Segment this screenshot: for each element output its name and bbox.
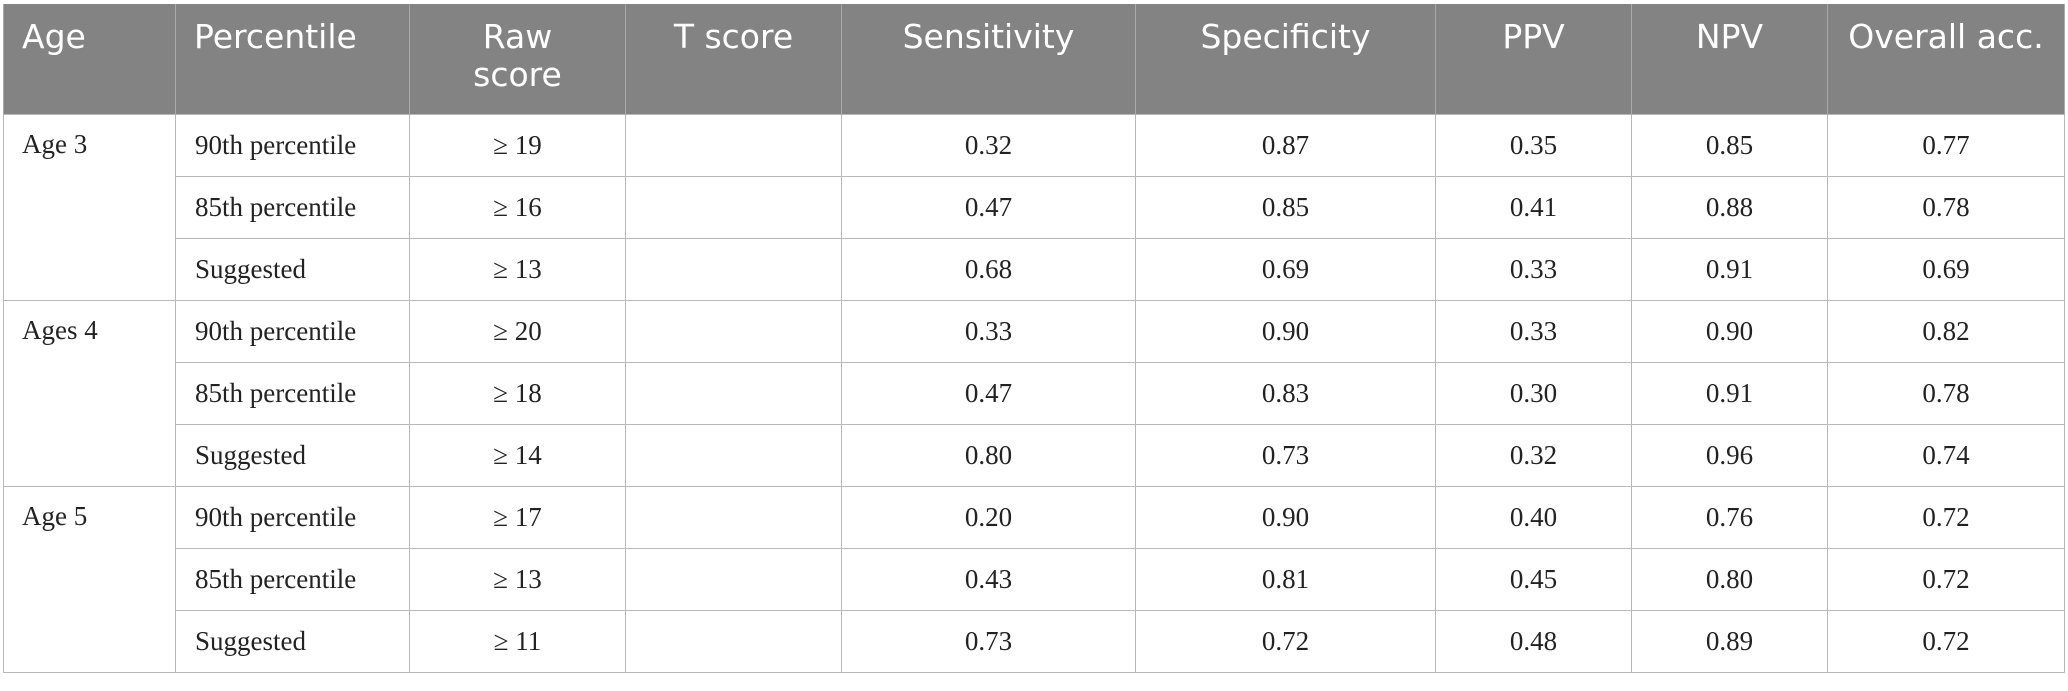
npv-cell: 0.89 <box>1631 609 1828 673</box>
raw-score-cell: ≥ 16 <box>409 175 626 239</box>
percentile-cell: 85th percentile <box>175 175 410 239</box>
age-group-cell: Age 5 <box>3 485 176 673</box>
ppv-cell: 0.33 <box>1435 299 1632 363</box>
t-score-cell <box>625 175 842 239</box>
npv-cell: 0.96 <box>1631 423 1828 487</box>
sensitivity-cell: 0.20 <box>841 485 1136 549</box>
specificity-cell: 0.72 <box>1135 609 1436 673</box>
npv-cell: 0.91 <box>1631 361 1828 425</box>
specificity-cell: 0.85 <box>1135 175 1436 239</box>
overall-acc-cell: 0.77 <box>1827 113 2065 177</box>
raw-score-cell: ≥ 18 <box>409 361 626 425</box>
specificity-cell: 0.81 <box>1135 547 1436 611</box>
ppv-cell: 0.33 <box>1435 237 1632 301</box>
raw-score-cell: ≥ 17 <box>409 485 626 549</box>
header-npv: NPV <box>1631 4 1828 114</box>
header-percentile: Percentile <box>175 4 410 114</box>
ppv-cell: 0.35 <box>1435 113 1632 177</box>
sensitivity-cell: 0.43 <box>841 547 1136 611</box>
npv-cell: 0.88 <box>1631 175 1828 239</box>
percentile-cell: 90th percentile <box>175 485 410 549</box>
header-specificity: Specificity <box>1135 4 1436 114</box>
percentile-cell: Suggested <box>175 609 410 673</box>
overall-acc-cell: 0.74 <box>1827 423 2065 487</box>
overall-acc-cell: 0.82 <box>1827 299 2065 363</box>
t-score-cell <box>625 237 842 301</box>
age-group-cell: Ages 4 <box>3 299 176 487</box>
table-header: Age Percentile Raw score T score Sensiti… <box>3 4 2065 114</box>
ppv-cell: 0.30 <box>1435 361 1632 425</box>
raw-score-cell: ≥ 19 <box>409 113 626 177</box>
npv-cell: 0.76 <box>1631 485 1828 549</box>
header-t-score: T score <box>625 4 842 114</box>
percentile-cell: 85th percentile <box>175 547 410 611</box>
table-row: Suggested ≥ 13 0.68 0.69 0.33 0.91 0.69 <box>4 237 2065 301</box>
sensitivity-cell: 0.80 <box>841 423 1136 487</box>
ppv-cell: 0.48 <box>1435 609 1632 673</box>
overall-acc-cell: 0.69 <box>1827 237 2065 301</box>
age-group-cell: Age 3 <box>3 113 176 301</box>
header-age: Age <box>3 4 176 114</box>
specificity-cell: 0.90 <box>1135 485 1436 549</box>
raw-score-cell: ≥ 20 <box>409 299 626 363</box>
overall-acc-cell: 0.72 <box>1827 609 2065 673</box>
npv-cell: 0.91 <box>1631 237 1828 301</box>
t-score-cell <box>625 361 842 425</box>
t-score-cell <box>625 609 842 673</box>
header-sensitivity: Sensitivity <box>841 4 1136 114</box>
table-row: Suggested ≥ 11 0.73 0.72 0.48 0.89 0.72 <box>4 609 2065 673</box>
raw-score-cell: ≥ 13 <box>409 237 626 301</box>
npv-cell: 0.85 <box>1631 113 1828 177</box>
t-score-cell <box>625 113 842 177</box>
t-score-cell <box>625 485 842 549</box>
header-row: Age Percentile Raw score T score Sensiti… <box>3 4 2065 114</box>
table-row: 85th percentile ≥ 18 0.47 0.83 0.30 0.91… <box>4 361 2065 425</box>
npv-cell: 0.80 <box>1631 547 1828 611</box>
raw-score-cell: ≥ 13 <box>409 547 626 611</box>
percentile-cell: 85th percentile <box>175 361 410 425</box>
sensitivity-cell: 0.73 <box>841 609 1136 673</box>
ppv-cell: 0.32 <box>1435 423 1632 487</box>
percentile-cell: 90th percentile <box>175 299 410 363</box>
percentile-cell: Suggested <box>175 237 410 301</box>
specificity-cell: 0.83 <box>1135 361 1436 425</box>
table-row: Age 5 90th percentile ≥ 17 0.20 0.90 0.4… <box>3 485 2065 673</box>
npv-cell: 0.90 <box>1631 299 1828 363</box>
table-row: 85th percentile ≥ 13 0.43 0.81 0.45 0.80… <box>4 547 2065 611</box>
table-row: Ages 4 90th percentile ≥ 20 0.33 0.90 0.… <box>3 299 2065 487</box>
overall-acc-cell: 0.72 <box>1827 485 2065 549</box>
table-row: 85th percentile ≥ 16 0.47 0.85 0.41 0.88… <box>4 175 2065 239</box>
sensitivity-cell: 0.68 <box>841 237 1136 301</box>
results-table: Age Percentile Raw score T score Sensiti… <box>3 4 2065 673</box>
overall-acc-cell: 0.72 <box>1827 547 2065 611</box>
table-body: Age 3 90th percentile ≥ 19 0.32 0.87 0.3… <box>3 113 2065 673</box>
table-row: Age 3 90th percentile ≥ 19 0.32 0.87 0.3… <box>3 113 2065 301</box>
specificity-cell: 0.87 <box>1135 113 1436 177</box>
sensitivity-cell: 0.47 <box>841 175 1136 239</box>
raw-score-cell: ≥ 11 <box>409 609 626 673</box>
sensitivity-cell: 0.33 <box>841 299 1136 363</box>
t-score-cell <box>625 299 842 363</box>
ppv-cell: 0.41 <box>1435 175 1632 239</box>
overall-acc-cell: 0.78 <box>1827 361 2065 425</box>
raw-score-cell: ≥ 14 <box>409 423 626 487</box>
t-score-cell <box>625 547 842 611</box>
table-row: Suggested ≥ 14 0.80 0.73 0.32 0.96 0.74 <box>4 423 2065 487</box>
results-table-container: Age Percentile Raw score T score Sensiti… <box>3 4 2065 673</box>
header-overall-acc: Overall acc. <box>1827 4 2065 114</box>
specificity-cell: 0.90 <box>1135 299 1436 363</box>
ppv-cell: 0.40 <box>1435 485 1632 549</box>
header-ppv: PPV <box>1435 4 1632 114</box>
specificity-cell: 0.73 <box>1135 423 1436 487</box>
specificity-cell: 0.69 <box>1135 237 1436 301</box>
percentile-cell: 90th percentile <box>175 113 410 177</box>
sensitivity-cell: 0.32 <box>841 113 1136 177</box>
overall-acc-cell: 0.78 <box>1827 175 2065 239</box>
header-raw-score: Raw score <box>409 4 626 114</box>
header-raw-score-label: Raw score <box>473 17 562 94</box>
ppv-cell: 0.45 <box>1435 547 1632 611</box>
t-score-cell <box>625 423 842 487</box>
sensitivity-cell: 0.47 <box>841 361 1136 425</box>
percentile-cell: Suggested <box>175 423 410 487</box>
